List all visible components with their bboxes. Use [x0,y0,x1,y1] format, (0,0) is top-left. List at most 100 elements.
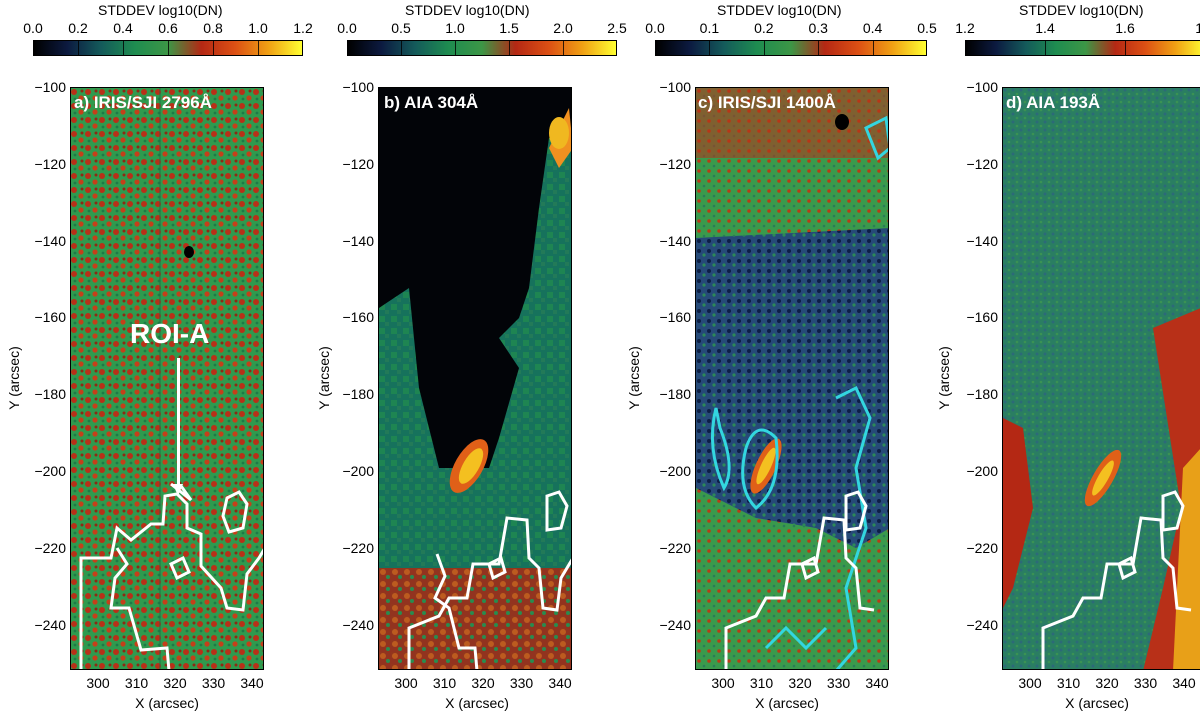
image-plot-a [70,87,264,670]
y-tick-label: −180 [34,386,66,403]
panel-c: STDDEV log10(DN) [620,0,937,715]
x-tick-label: 310 [749,675,774,691]
panel-d: STDDEV log10(DN) d) AIA 193Å Y (arcsec) … [930,0,1200,715]
y-tick-label: −240 [659,616,691,633]
colorbar-tick-label: 0.0 [23,20,43,36]
colorbar-tick-label: 0.6 [158,20,178,36]
colorbar-tick [168,40,169,56]
x-tick-label: 300 [1018,675,1042,691]
panel-b: STDDEV log10(DN) [310,0,627,715]
y-tick-label: −220 [659,539,691,556]
colorbar-tick-label: 0.0 [337,20,357,36]
panel-b-image [379,88,571,669]
colorbar-tick-label: 0.4 [113,20,133,36]
colorbar-tick [78,40,79,56]
colorbar-tick-label: 1.4 [1035,20,1055,36]
panel-c-label: c) IRIS/SJI 1400Å [698,93,836,112]
colorbar-tick [123,40,124,56]
colorbar-tick [1045,40,1046,56]
x-axis-label: X (arcsec) [1065,695,1129,711]
y-tick-label: −120 [342,155,374,172]
y-axis-label: Y (arcsec) [626,346,642,410]
panel-d-image [1003,88,1200,669]
colorbar-title: STDDEV log10(DN) [405,2,530,18]
x-tick-label: 300 [394,675,418,691]
y-tick-label: −240 [342,616,374,633]
panel-d-label: d) AIA 193Å [1006,93,1101,112]
y-tick-label: −200 [966,463,998,479]
colorbar-tick-label: 0.5 [917,20,937,36]
x-tick-label: 330 [1133,675,1158,691]
y-tick-label: −220 [966,539,998,556]
y-tick-label: −200 [342,463,374,479]
colorbar-tick [455,40,456,56]
y-tick-label: −100 [342,79,374,95]
x-axis-label: X (arcsec) [445,695,509,711]
colorbar-tick [872,40,874,56]
panel-b-label: b) AIA 304Å [384,93,479,112]
y-tick-label: −140 [966,232,998,249]
colorbar-tick [258,40,259,56]
x-tick-label: 320 [788,675,812,691]
x-tick-label: 330 [826,675,851,691]
x-tick-label: 340 [548,675,572,691]
y-tick-label: −160 [966,309,998,326]
colorbar-tick [1125,40,1126,56]
x-tick-label: 330 [201,675,226,691]
panel-c-image [696,88,888,669]
y-tick-label: −240 [34,616,66,633]
y-tick-label: −140 [659,232,691,249]
image-plot-c [695,87,889,670]
x-tick-label: 320 [163,675,187,691]
x-tick-label: 300 [86,675,110,691]
colorbar-tick [709,40,711,56]
colorbar [965,40,1200,56]
colorbar-tick-label: 1.6 [1115,20,1135,36]
y-tick-label: −100 [659,79,691,95]
colorbar-tick-label: 1.8 [1195,20,1200,36]
x-tick-label: 340 [1172,675,1196,691]
colorbar-tick-label: 0.0 [645,20,665,36]
y-tick-label: −220 [34,539,66,556]
colorbar-tick-label: 1.5 [499,20,519,36]
x-tick-label: 310 [432,675,457,691]
y-tick-label: −180 [342,386,374,403]
colorbar-tick-label: 0.2 [754,20,774,36]
panel-a: STDDEV log10(DN) a) [0,0,313,715]
colorbar-title: STDDEV log10(DN) [1019,2,1144,18]
roi-label: ROI-A [130,318,210,349]
y-tick-label: −100 [966,79,998,95]
y-tick-label: −140 [34,232,66,249]
image-plot-b [378,87,572,670]
colorbar-tick [818,40,820,56]
x-tick-label: 310 [124,675,149,691]
colorbar-tick-label: 2.0 [553,20,573,36]
colorbar-tick-label: 0.2 [68,20,88,36]
image-plot-d [1002,87,1200,670]
colorbar-tick-label: 0.3 [808,20,828,36]
colorbar-tick-label: 1.0 [445,20,465,36]
colorbar-tick-label: 1.2 [293,20,313,36]
panel-a-label: a) IRIS/SJI 2796Å [74,93,212,112]
colorbar [347,40,617,56]
y-tick-label: −120 [966,155,998,172]
y-tick-label: −200 [34,463,66,479]
y-tick-label: −200 [659,463,691,479]
y-tick-label: −180 [966,386,998,403]
colorbar-tick [213,40,214,56]
x-tick-label: 340 [865,675,889,691]
colorbar-tick-label: 0.4 [862,20,883,36]
colorbar-title: STDDEV log10(DN) [98,2,223,18]
colorbar-tick-label: 0.8 [203,20,223,36]
x-tick-label: 320 [1095,675,1119,691]
y-tick-label: −100 [34,79,66,95]
x-tick-label: 310 [1056,675,1081,691]
y-tick-label: −160 [342,309,374,326]
colorbar-tick-label: 0.5 [391,20,411,36]
y-tick-label: −120 [659,155,691,172]
colorbar-tick-label: 1.2 [955,20,975,36]
x-tick-label: 340 [240,675,264,691]
y-tick-label: −120 [34,155,66,172]
colorbar-tick [401,40,402,56]
x-tick-label: 300 [711,675,735,691]
